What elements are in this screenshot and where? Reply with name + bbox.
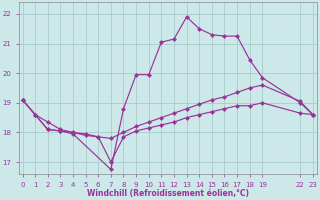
X-axis label: Windchill (Refroidissement éolien,°C): Windchill (Refroidissement éolien,°C): [87, 189, 249, 198]
